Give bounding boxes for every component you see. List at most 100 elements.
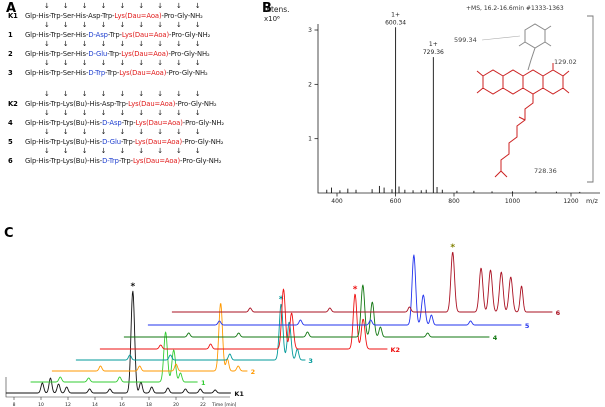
sequence-segment: -Pro-Gly-NH₂ bbox=[169, 31, 211, 39]
ms-x-tick-label: 800 bbox=[448, 198, 460, 205]
peptide-sequence: 6 Glp-His-Trp-Lys(Bu)-His-D-Trp-Trp-Lys(D… bbox=[8, 156, 258, 166]
peptide-id: 2 bbox=[8, 50, 13, 58]
sequence-segment: Glp-His-Trp-Ser-His- bbox=[25, 69, 89, 77]
ms-y-tick-label: 3 bbox=[308, 27, 312, 34]
time-axis-tick-label: 14 bbox=[92, 402, 98, 407]
peptide-row-6: ↓↓↓↓↓↓↓↓↓ 6 Glp-His-Trp-Lys(Bu)-His-D-Trp-… bbox=[8, 148, 258, 166]
peak-asterisk-K1: * bbox=[130, 282, 135, 292]
peptide-row-4: ↓↓↓↓↓↓↓↓↓ 4 Glp-His-Trp-Lys(Bu)-His-D-Asp-… bbox=[8, 110, 258, 128]
peptide-rows: ↓↓↓↓↓↓↓↓↓ K1 Glp-His-Trp-Ser-His-Asp-Trp-L… bbox=[8, 3, 258, 166]
ms-x-tick-label: 400 bbox=[331, 198, 343, 205]
time-axis-tick-label: 22 bbox=[200, 402, 206, 407]
daunorubicin-structure bbox=[476, 63, 570, 178]
sequence-segment: -Trp- bbox=[105, 69, 120, 77]
chromatogram-trace-K1 bbox=[5, 290, 231, 394]
peptide-sequence: K1 Glp-His-Trp-Ser-His-Asp-Trp-Lys(Dau=Ao… bbox=[8, 11, 258, 21]
fragment-mass-599: 599.34 bbox=[454, 36, 477, 44]
sequence-segment: Lys(Dau=Aoa) bbox=[128, 100, 176, 108]
peptide-row-3: ↓↓↓↓↓↓↓↓↓ 3 Glp-His-Trp-Ser-His-D-Trp-Trp-… bbox=[8, 60, 258, 78]
trace-label-6: 6 bbox=[556, 309, 561, 317]
aoa-lysine-chain bbox=[494, 94, 534, 178]
chromatogram-trace-5 bbox=[147, 254, 522, 326]
sequence-segment: D-Glu bbox=[88, 50, 108, 58]
peptide-sequence: 4 Glp-His-Trp-Lys(Bu)-His-D-Asp-Trp-Lys(D… bbox=[8, 118, 258, 128]
ms-peak-mz: 729.36 bbox=[423, 49, 444, 56]
trace-label-4: 4 bbox=[493, 334, 498, 342]
trace-label-K1: K1 bbox=[234, 390, 244, 398]
time-axis-tick-label: 12 bbox=[65, 402, 71, 407]
sequence-segment: D-Trp bbox=[102, 157, 119, 165]
ms-axes bbox=[317, 24, 600, 194]
sequence-segment: Lys(Dau=Aoa) bbox=[121, 50, 169, 58]
ms-x-tick-label: 1200 bbox=[563, 198, 578, 205]
peak-asterisk-K2: * bbox=[353, 285, 358, 295]
sequence-segment: Glp-His-Trp-Lys(Bu)-His- bbox=[25, 157, 103, 165]
time-axis-tick-label: 10 bbox=[38, 402, 44, 407]
sequence-segment: D-Glu bbox=[102, 138, 121, 146]
ms-y-tick-label: 1 bbox=[308, 136, 312, 143]
peptide-id: K1 bbox=[8, 12, 18, 20]
sequence-segment: Lys(Dau=Aoa) bbox=[135, 138, 183, 146]
chromatogram-trace-1 bbox=[30, 331, 198, 383]
peptide-sequence-panel: ↓↓↓↓↓↓↓↓↓ K1 Glp-His-Trp-Ser-His-Asp-Trp-L… bbox=[8, 3, 258, 167]
peptide-sequence: 2 Glp-His-Trp-Ser-His-D-Glu-Trp-Lys(Dau=A… bbox=[8, 49, 258, 59]
sequence-segment: -Pro-Gly-NH₂ bbox=[161, 12, 203, 20]
sequence-segment: -Trp- bbox=[120, 138, 136, 146]
cleavage-arrows: ↓↓↓↓↓↓↓↓↓ bbox=[44, 2, 214, 10]
peptide-sequence: 1 Glp-His-Trp-Ser-His-D-Asp-Trp-Lys(Dau=A… bbox=[8, 30, 258, 40]
ms-peak-charge: 1+ bbox=[391, 11, 400, 18]
chromatogram-plot-area: 8 10 12 14 16 18 20 22 Time [min]K1*123*K2*456* bbox=[5, 243, 561, 407]
peptide-row-K2: ↓↓↓↓↓↓↓↓↓ K2 Glp-His-Trp-Lys(Bu)-His-Asp-T… bbox=[8, 91, 258, 109]
mass-spectrum-panel: Intens. x10⁶ +MS, 16.2-16.6min #1333-136… bbox=[264, 5, 600, 205]
sequence-segment: Lys(Dau=Aoa) bbox=[132, 157, 181, 165]
sugar-ring bbox=[518, 23, 552, 71]
peptide-row-2: ↓↓↓↓↓↓↓↓↓ 2 Glp-His-Trp-Ser-His-D-Glu-Trp-… bbox=[8, 41, 258, 59]
sequence-segment: Lys(Dau=Aoa) bbox=[135, 119, 183, 127]
chromatogram-trace-3 bbox=[75, 303, 306, 361]
spectrum-title: +MS, 16.2-16.6min #1333-1363 bbox=[466, 5, 564, 12]
peptide-id: 1 bbox=[8, 31, 13, 39]
time-axis bbox=[5, 377, 230, 398]
peptide-sequence: 5 Glp-His-Trp-Lys(Bu)-His-D-Glu-Trp-Lys(D… bbox=[8, 137, 258, 147]
fragment-bracket bbox=[587, 15, 594, 183]
cleavage-arrows: ↓↓↓↓↓↓↓↓↓ bbox=[44, 59, 214, 67]
cleavage-arrows: ↓↓↓↓↓↓↓↓↓ bbox=[44, 109, 214, 117]
sequence-segment: -Pro-Gly-NH₂ bbox=[166, 69, 208, 77]
time-axis-tick-label: 8 bbox=[13, 402, 16, 407]
sequence-segment: D-Trp bbox=[88, 69, 106, 77]
peptide-id: 4 bbox=[8, 119, 13, 127]
cleavage-arrows: ↓↓↓↓↓↓↓↓↓ bbox=[44, 21, 214, 29]
trace-label-3: 3 bbox=[308, 357, 313, 365]
cleavage-arrows: ↓↓↓↓↓↓↓↓↓ bbox=[44, 147, 214, 155]
sequence-segment: Glp-His-Trp-Lys(Bu)-His- bbox=[25, 119, 103, 127]
ms-y-tick-label: 2 bbox=[308, 81, 312, 88]
cleavage-arrows: ↓↓↓↓↓↓↓↓↓ bbox=[44, 40, 214, 48]
peak-asterisk-6: * bbox=[450, 243, 455, 253]
sequence-segment: Glp-His-Trp-Ser-His-Asp-Trp- bbox=[25, 12, 115, 20]
fragment-mass-129: 129.02 bbox=[554, 58, 577, 66]
sequence-segment: Glp-His-Trp-Ser-His- bbox=[25, 50, 89, 58]
peptide-row-1: ↓↓↓↓↓↓↓↓↓ 1 Glp-His-Trp-Ser-His-D-Asp-Trp-… bbox=[8, 22, 258, 40]
peptide-sequence: K2 Glp-His-Trp-Lys(Bu)-His-Asp-Trp-Lys(Da… bbox=[8, 99, 258, 109]
sequence-segment: -Pro-Gly-NH₂ bbox=[182, 138, 224, 146]
trace-label-2: 2 bbox=[251, 368, 256, 376]
panel-a-letter: A bbox=[6, 1, 17, 16]
sequence-segment: -Pro-Gly-NH₂ bbox=[180, 157, 222, 165]
trace-label-1: 1 bbox=[201, 379, 206, 387]
sequence-segment: Lys(Dau=Aoa) bbox=[119, 69, 167, 77]
peptide-row-K1: ↓↓↓↓↓↓↓↓↓ K1 Glp-His-Trp-Ser-His-Asp-Trp-L… bbox=[8, 3, 258, 21]
daunosamine-sugar bbox=[518, 23, 552, 71]
ms-peak-charge: 1+ bbox=[429, 41, 438, 48]
sequence-segment: -Pro-Gly-NH₂ bbox=[168, 50, 210, 58]
sequence-segment: Glp-His-Trp-Lys(Bu)-His- bbox=[25, 138, 103, 146]
trace-label-5: 5 bbox=[525, 322, 530, 330]
sequence-segment: Lys(Dau=Aoa) bbox=[114, 12, 162, 20]
sequence-segment: -Trp- bbox=[107, 31, 122, 39]
mz-axis-label: m/z bbox=[586, 197, 599, 205]
sequence-segment: -Pro-Gly-NH₂ bbox=[182, 119, 225, 127]
ms-x-tick-label: 1000 bbox=[505, 198, 520, 205]
fragment-mass-728: 728.36 bbox=[534, 167, 557, 175]
peak-asterisk-3: * bbox=[279, 295, 284, 305]
